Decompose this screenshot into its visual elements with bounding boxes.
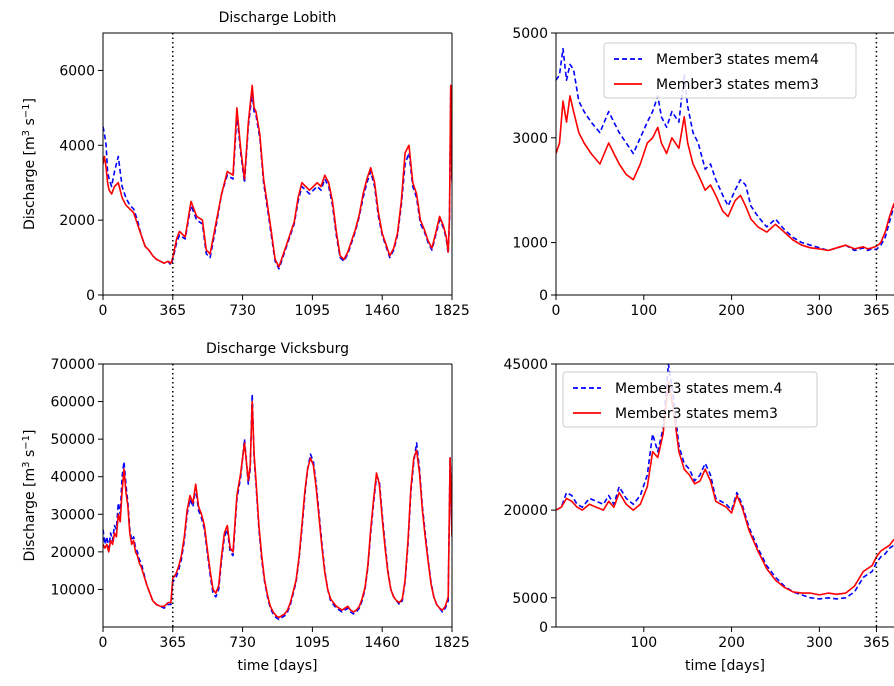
x-tick-label: 1460 bbox=[364, 303, 400, 319]
y-tick-label: 40000 bbox=[50, 470, 95, 486]
x-tick-label: 730 bbox=[229, 635, 256, 651]
series-line-red bbox=[103, 84, 452, 268]
y-tick-label: 5000 bbox=[512, 26, 548, 42]
x-tick-label: 0 bbox=[99, 635, 108, 651]
y-axis-label: Discharge [m3 s−1] bbox=[21, 98, 38, 230]
x-tick-label: 100 bbox=[630, 635, 657, 651]
series-line-blue bbox=[103, 393, 452, 621]
y-tick-label: 45000 bbox=[503, 357, 548, 373]
x-tick-label: 200 bbox=[718, 635, 745, 651]
y-tick-label: 20000 bbox=[50, 545, 95, 561]
legend-label: Member3 states mem4 bbox=[656, 52, 819, 68]
x-tick-label: 1825 bbox=[434, 635, 470, 651]
legend-box bbox=[562, 371, 818, 428]
x-tick-label: 300 bbox=[806, 303, 833, 319]
x-tick-label: 730 bbox=[229, 303, 256, 319]
axes-frame bbox=[555, 363, 894, 628]
x-tick-label: 300 bbox=[806, 635, 833, 651]
x-tick-label: 365 bbox=[159, 303, 186, 319]
legend-label: Member3 states mem.4 bbox=[615, 381, 782, 397]
x-tick-label: 1095 bbox=[295, 635, 331, 651]
y-tick-label: 30000 bbox=[50, 507, 95, 523]
y-tick-label: 10000 bbox=[50, 582, 95, 598]
panel-lobith-zoom: 0 100 200 300 365 0 1000 3000 5000 Member3 states… bbox=[512, 26, 894, 319]
y-tick-label: 5000 bbox=[512, 591, 548, 607]
panel-title: Discharge Vicksburg bbox=[206, 341, 349, 357]
x-tick-label: 200 bbox=[718, 303, 745, 319]
x-axis-label: time [days] bbox=[237, 658, 317, 674]
y-tick-label: 1000 bbox=[512, 236, 548, 252]
y-tick-label: 2000 bbox=[59, 213, 95, 229]
x-tick-label: 1460 bbox=[364, 635, 400, 651]
y-tick-label: 60000 bbox=[50, 395, 95, 411]
x-tick-label: 365 bbox=[863, 303, 890, 319]
x-tick-label: 365 bbox=[159, 635, 186, 651]
panel-vicksburg: 0 365 730 1095 1460 1825 10000 20000 30000 40000 5… bbox=[21, 341, 470, 674]
series-line-red bbox=[103, 400, 452, 619]
y-tick-label: 6000 bbox=[59, 63, 95, 79]
panel-vicksburg-zoom: 100 200 300 365 0 5000 20000 45000 time [days] Me… bbox=[503, 357, 894, 674]
y-tick-label: 0 bbox=[86, 288, 95, 304]
series-line-mem3 bbox=[556, 95, 894, 252]
axes-frame bbox=[102, 363, 453, 628]
axes-frame bbox=[555, 32, 894, 296]
x-axis-label: time [days] bbox=[685, 658, 765, 674]
x-tick-label: 100 bbox=[630, 303, 657, 319]
series-line-mem3 bbox=[556, 380, 894, 596]
legend: Member3 states mem.4 Member3 states mem3 bbox=[562, 371, 818, 428]
panel-lobith: 0 365 730 1095 1460 1825 0 2000 4000 6000 Discharg… bbox=[21, 10, 470, 319]
legend-label: Member3 states mem3 bbox=[615, 406, 778, 422]
panel-title: Discharge Lobith bbox=[219, 10, 337, 26]
y-axis-label: Discharge [m3 s−1] bbox=[21, 429, 38, 561]
y-tick-label: 50000 bbox=[50, 432, 95, 448]
y-tick-label: 3000 bbox=[512, 131, 548, 147]
y-tick-label: 0 bbox=[539, 620, 548, 636]
series-line-mem4 bbox=[556, 47, 894, 252]
legend-label: Member3 states mem3 bbox=[656, 77, 819, 93]
x-tick-label: 1825 bbox=[434, 303, 470, 319]
legend: Member3 states mem4 Member3 states mem3 bbox=[603, 42, 857, 99]
y-tick-label: 4000 bbox=[59, 138, 95, 154]
x-tick-label: 365 bbox=[863, 635, 890, 651]
legend-box bbox=[603, 42, 857, 99]
series-line-blue bbox=[103, 92, 452, 270]
x-tick-label: 1095 bbox=[295, 303, 331, 319]
x-tick-label: 0 bbox=[99, 303, 108, 319]
y-tick-label: 70000 bbox=[50, 357, 95, 373]
y-tick-label: 20000 bbox=[503, 503, 548, 519]
axes-frame bbox=[102, 32, 453, 296]
y-tick-label: 0 bbox=[539, 288, 548, 304]
x-tick-label: 0 bbox=[552, 303, 561, 319]
